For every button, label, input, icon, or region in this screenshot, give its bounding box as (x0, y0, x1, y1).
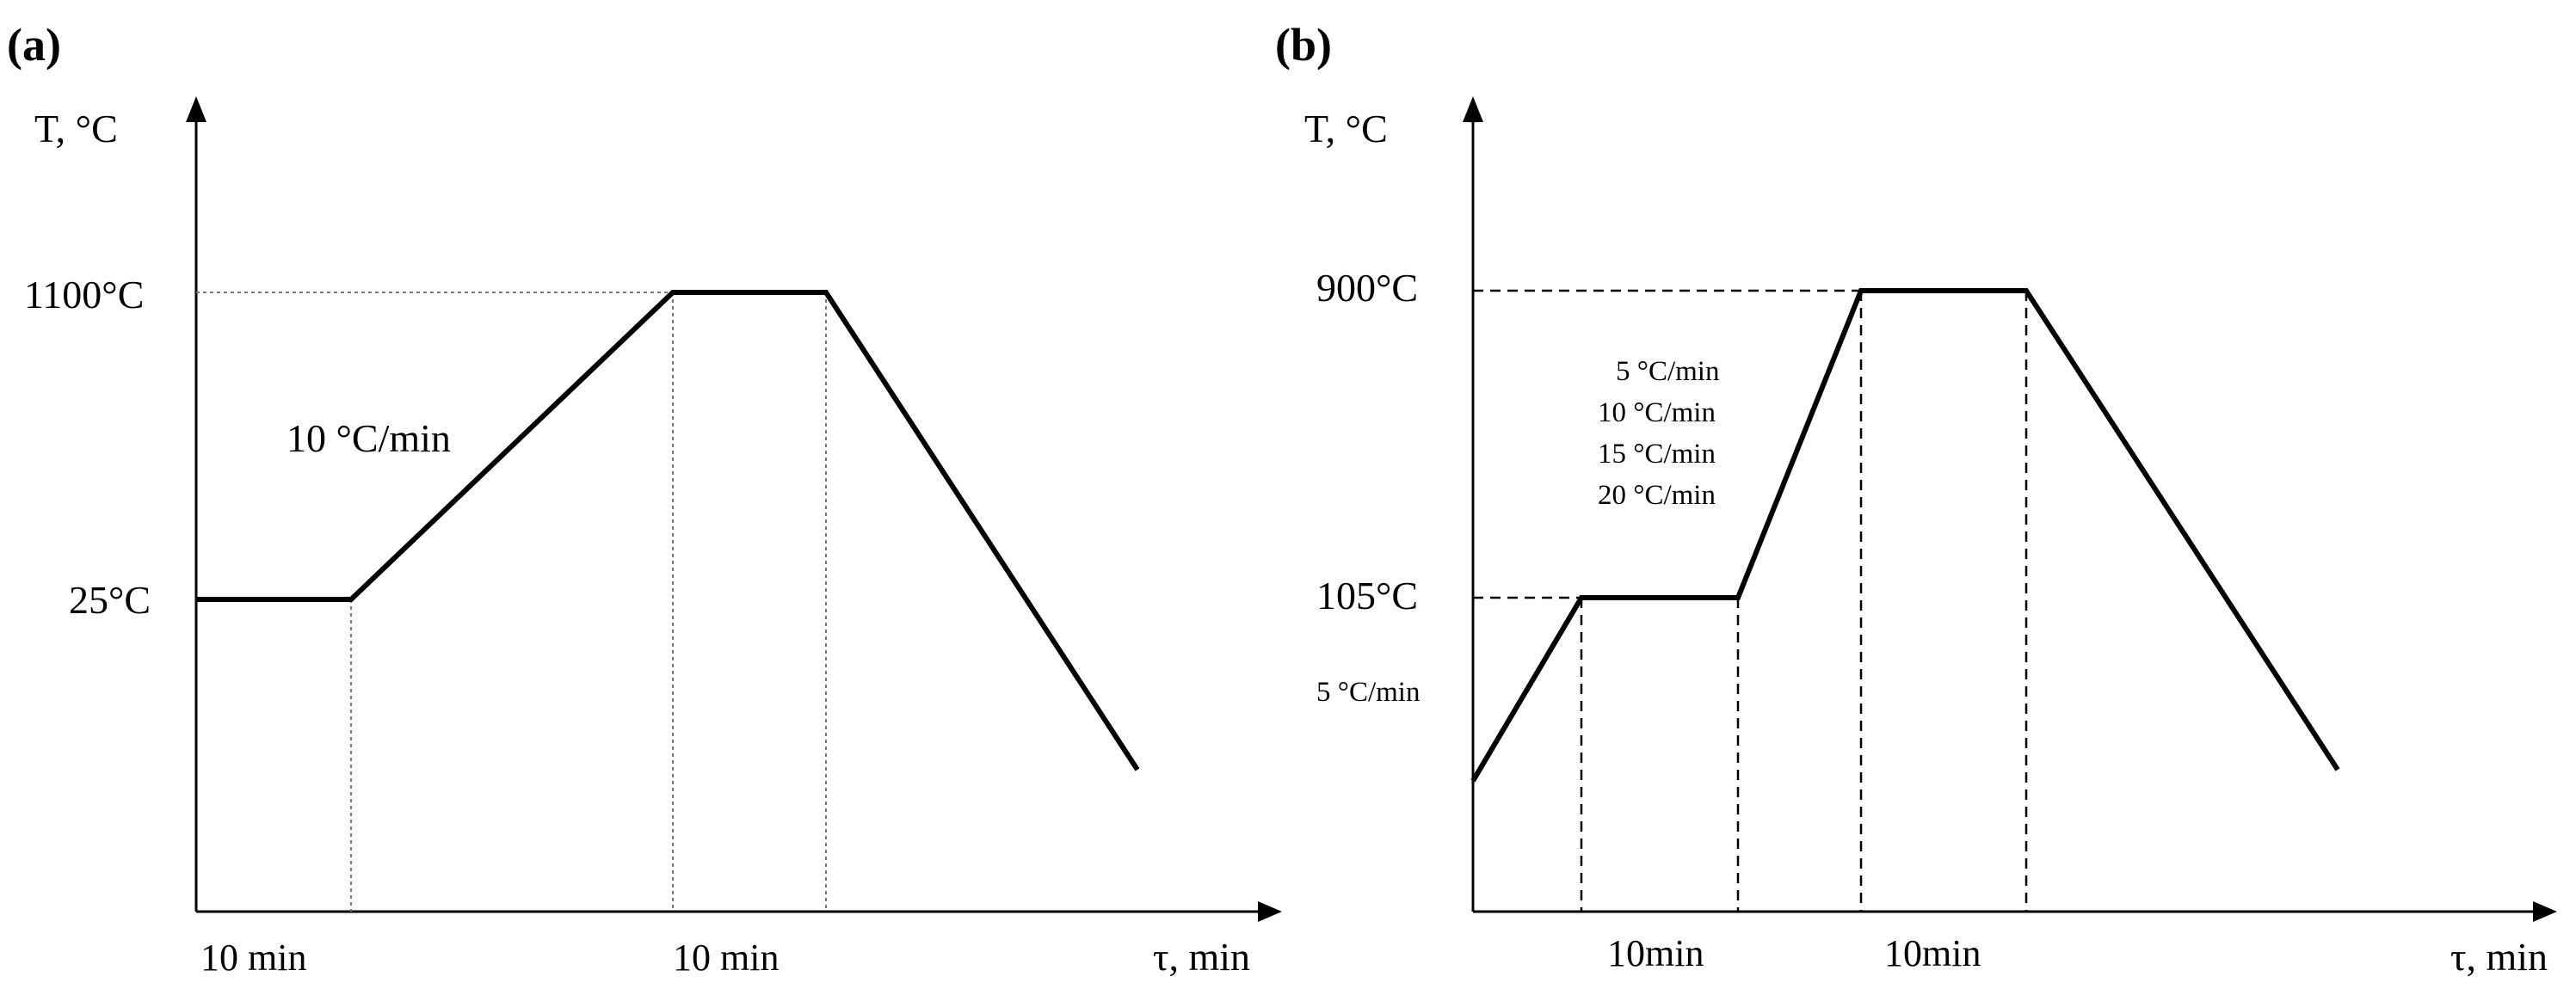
panel-b-temp-low: 105°C (1316, 574, 1418, 617)
panel-b-y-axis-label: T, °C (1304, 107, 1388, 150)
panel-b-temp-high: 900°C (1316, 266, 1418, 310)
panel-b-label: (b) (1275, 19, 1332, 71)
panel-b-duration-1: 10min (1607, 932, 1704, 974)
panel-a-temp-high: 1100°C (24, 273, 144, 316)
panel-a-y-axis-label: T, °C (34, 107, 118, 150)
panel-b-rate-high-2: 10 °C/min (1598, 397, 1716, 428)
panel-a-x-axis-arrow (1258, 901, 1282, 922)
panel-a-temperature-profile (196, 290, 1140, 771)
panel-b-x-axis-label: τ, min (2450, 935, 2548, 979)
panel-a: (a) T, °C τ, min 1100°C 25°C 10 °C/min 1… (7, 19, 1282, 979)
panel-b-y-axis-arrow (1463, 96, 1483, 122)
panel-b-rate-low: 5 °C/min (1316, 677, 1420, 708)
panel-b: (b) T, °C τ, min 900°C 105°C 5 °C/min 5 … (1275, 19, 2557, 979)
panel-a-duration-1: 10 min (200, 937, 306, 979)
panel-a-rate-label: 10 °C/min (287, 416, 451, 460)
panel-a-y-axis-arrow (186, 96, 206, 122)
panel-a-label: (a) (7, 19, 61, 71)
panel-b-rate-high-1: 5 °C/min (1616, 356, 1719, 387)
panel-a-duration-2: 10 min (673, 937, 779, 979)
panel-b-duration-2: 10min (1884, 932, 1981, 974)
panel-b-x-axis-arrow (2533, 901, 2557, 922)
panel-a-temp-low: 25°C (69, 578, 151, 622)
panel-a-x-axis-label: τ, min (1153, 935, 1250, 979)
panel-b-temperature-profile (1470, 288, 2340, 783)
panel-b-rate-high-3: 15 °C/min (1598, 439, 1716, 470)
panel-b-rate-high-4: 20 °C/min (1598, 480, 1716, 511)
